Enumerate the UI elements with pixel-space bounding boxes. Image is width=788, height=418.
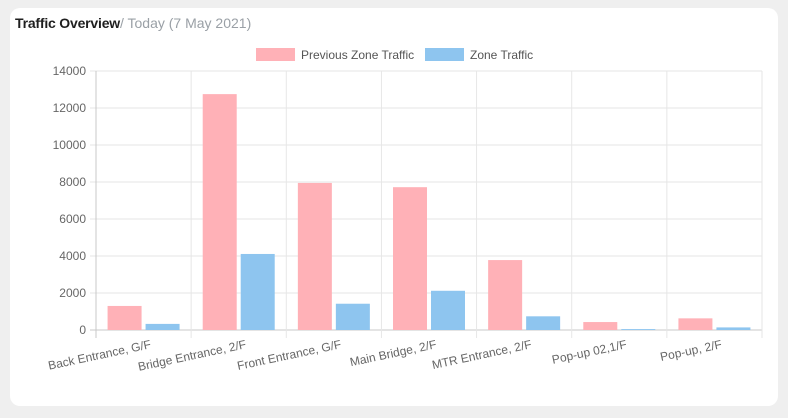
bar[interactable] xyxy=(431,290,465,330)
x-tick-label: Back Entrance, G/F xyxy=(47,337,152,372)
bar[interactable] xyxy=(297,182,332,330)
y-tick-label: 10000 xyxy=(53,138,87,152)
legend-label[interactable]: Zone Traffic xyxy=(470,48,533,62)
legend-swatch[interactable] xyxy=(425,48,464,61)
chart-header: Traffic Overview/ Today (7 May 2021) xyxy=(15,15,251,31)
y-tick-label: 14000 xyxy=(53,64,87,78)
chart-subtitle: / Today (7 May 2021) xyxy=(119,15,252,31)
y-tick-label: 12000 xyxy=(53,101,87,115)
y-tick-label: 0 xyxy=(79,323,86,337)
bar[interactable] xyxy=(240,253,275,330)
chart-title: Traffic Overview xyxy=(15,15,120,31)
y-tick-label: 8000 xyxy=(59,175,86,189)
x-tick-label: Main Bridge, 2/F xyxy=(349,337,438,369)
x-tick-label: Pop-up 02,1/F xyxy=(551,337,628,367)
bar[interactable] xyxy=(145,323,180,330)
bar[interactable] xyxy=(202,94,237,330)
bar[interactable] xyxy=(716,327,751,330)
y-tick-label: 2000 xyxy=(59,286,86,300)
legend-swatch[interactable] xyxy=(256,48,295,61)
bar[interactable] xyxy=(526,316,561,330)
bar[interactable] xyxy=(107,305,142,330)
bar[interactable] xyxy=(621,329,656,330)
x-tick-label: MTR Entrance, 2/F xyxy=(431,337,533,372)
y-tick-label: 4000 xyxy=(59,249,86,263)
bar[interactable] xyxy=(488,260,523,330)
bar[interactable] xyxy=(335,303,370,330)
bar[interactable] xyxy=(393,187,427,330)
y-tick-label: 6000 xyxy=(59,212,86,226)
bar[interactable] xyxy=(678,318,713,330)
bar[interactable] xyxy=(583,322,618,330)
x-tick-label: Front Entrance, G/F xyxy=(236,337,343,373)
legend-label[interactable]: Previous Zone Traffic xyxy=(301,48,414,62)
x-tick-label: Bridge Entrance, 2/F xyxy=(137,337,248,374)
x-tick-label: Pop-up, 2/F xyxy=(659,337,723,364)
